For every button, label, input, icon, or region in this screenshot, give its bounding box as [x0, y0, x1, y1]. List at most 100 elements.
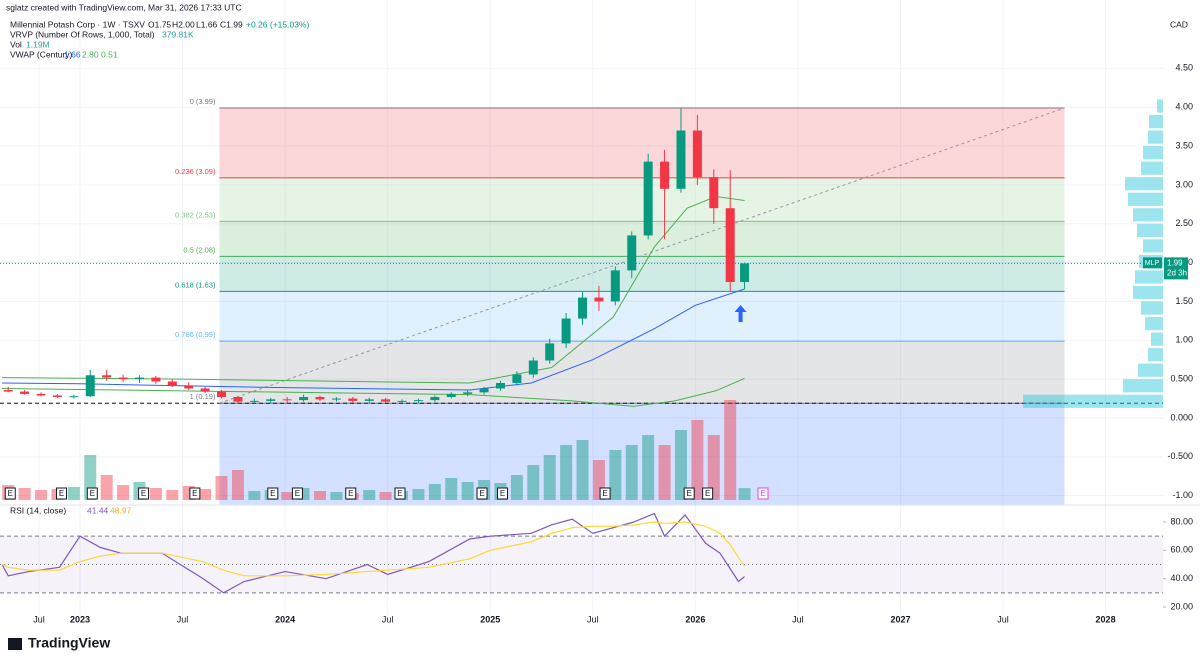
- price-tag: [1164, 257, 1188, 280]
- candle-body: [709, 177, 719, 209]
- vwap: VWAP (Century): [10, 49, 73, 59]
- y-tick-label: 60.00: [1170, 545, 1193, 555]
- volume-bar: [576, 440, 589, 500]
- y-tick-label: -0.500: [1167, 451, 1193, 461]
- volume-bar: [642, 435, 655, 500]
- x-tick-label: Jul: [177, 614, 189, 624]
- fib-label: 1 (0.19): [190, 392, 216, 401]
- volume-bar: [100, 475, 113, 500]
- volume-bar: [313, 491, 326, 500]
- candle-body: [660, 161, 670, 189]
- ohlc-value: H2.00: [172, 19, 195, 29]
- earnings-label: E: [270, 489, 275, 498]
- candle-body: [676, 130, 686, 189]
- x-tick-label: 2027: [890, 614, 910, 624]
- arrow: [734, 305, 747, 322]
- candle-body: [85, 375, 95, 397]
- vwap-line: [2, 288, 745, 391]
- fib-label: 0.786 (0.99): [175, 330, 216, 339]
- rsi-line: [1, 512, 745, 594]
- rsi-line: [1, 521, 746, 577]
- candle-body: [348, 398, 358, 401]
- rsi-value: 41.44: [87, 505, 109, 515]
- volume-profile-bar: [1138, 363, 1163, 377]
- earnings-label: E: [295, 489, 300, 498]
- candle-body: [134, 377, 144, 380]
- x-tick-label: 2025: [480, 614, 500, 624]
- volume-bar: [18, 488, 31, 500]
- volume-bar: [231, 470, 244, 500]
- y-tick-label: 40.00: [1170, 573, 1193, 583]
- volume-bar: [543, 455, 556, 500]
- candle-body: [627, 235, 637, 271]
- earnings-marker: [702, 487, 714, 500]
- volume-profile-bar: [1128, 192, 1163, 206]
- volume-bar: [461, 482, 474, 500]
- volume-bar: [658, 445, 671, 500]
- ohlc-value: +0.26 (+15.03%): [246, 19, 309, 29]
- candle-body: [151, 377, 161, 382]
- candle-body: [725, 208, 735, 283]
- earnings-marker: [599, 487, 611, 500]
- earnings-label: E: [687, 489, 692, 498]
- rsi-band-fill: [0, 536, 1163, 593]
- credit: sglatz created with TradingView.com, Mar…: [6, 2, 242, 12]
- volume-bar: [609, 450, 622, 500]
- vwap-line: [2, 377, 745, 407]
- candle-body: [184, 385, 194, 389]
- fib-zone: [219, 291, 1065, 342]
- volume-profile-bar: [1137, 223, 1163, 237]
- candle-body: [561, 318, 571, 344]
- y-tick-label: 3.50: [1175, 140, 1193, 150]
- candle-body: [545, 343, 555, 361]
- y-tick-label: 80.00: [1170, 516, 1193, 526]
- earnings-marker: [189, 487, 201, 500]
- candle-body: [20, 391, 30, 394]
- candle-body: [118, 377, 128, 380]
- earnings-label: E: [500, 489, 505, 498]
- candle-body: [102, 375, 112, 378]
- fib-label: 0.618 (1.63): [175, 280, 216, 289]
- volume-bar: [428, 484, 441, 500]
- vwap-value: 1.66: [64, 49, 81, 59]
- header: sglatz created with TradingView.com, Mar…: [6, 2, 1188, 650]
- candle-body: [3, 390, 13, 392]
- volume-profile-bar: [1133, 208, 1163, 222]
- rsi-title: RSI (14, close): [10, 505, 66, 515]
- x-tick-label: 2026: [685, 614, 705, 624]
- candle-body: [69, 396, 79, 398]
- volume-bar: [117, 485, 130, 500]
- rsi-pane: 80.00 60.00 40.00 20.00: [0, 512, 1193, 611]
- fib-zone: [219, 221, 1065, 257]
- earnings-label: E: [8, 489, 13, 498]
- candle-body: [36, 393, 46, 396]
- x-tick-label: Jul: [792, 614, 804, 624]
- price-tag-text: 1.99: [1167, 258, 1183, 267]
- candle-body: [446, 393, 456, 398]
- logo-text: TradingView: [28, 635, 110, 651]
- candle-body: [512, 374, 522, 384]
- vol: Vol: [10, 39, 22, 49]
- earnings-label: E: [479, 489, 484, 498]
- volume-bar: [379, 492, 392, 500]
- volume-bar: [707, 435, 720, 500]
- volume-bar: [445, 478, 458, 500]
- fib-label: 0.382 (2.53): [175, 210, 216, 219]
- fib-label: 0.236 (3.09): [175, 167, 216, 176]
- earnings-label: E: [397, 489, 402, 498]
- candle-body: [200, 388, 210, 392]
- logo: TradingView: [8, 635, 110, 651]
- earnings-label: E: [602, 489, 607, 498]
- vrvp: VRVP (Number Of Rows, 1,000, Total): [10, 29, 155, 39]
- earnings-marker: [56, 487, 68, 500]
- earnings-marker: [138, 487, 150, 500]
- candle-body: [52, 395, 62, 398]
- earnings-label: E: [760, 489, 765, 498]
- volume-bar: [149, 488, 162, 500]
- candle-body: [463, 392, 473, 394]
- earnings-marker: [757, 487, 769, 500]
- y-tick-label: 0.500: [1170, 374, 1193, 384]
- x-tick-label: Jul: [33, 614, 45, 624]
